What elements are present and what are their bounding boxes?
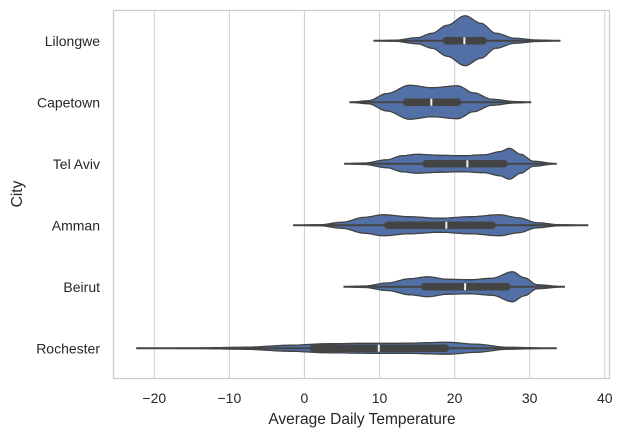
x-tick-label: 20 [447,390,463,406]
y-axis-label: City [9,180,26,207]
median-marker [464,283,467,291]
grid [153,10,606,379]
violin-tel-aviv [344,147,557,180]
plot-background [113,10,610,379]
y-tick-label: Tel Aviv [53,156,100,172]
violin-amman [293,214,589,237]
x-tick-label: 0 [301,390,309,406]
y-tick-label: Beirut [63,279,100,295]
x-tick-label: −10 [217,390,241,406]
median-marker [445,221,448,229]
median-marker [430,98,433,106]
x-tick-label: −20 [142,390,166,406]
y-tick-labels: Lilongwe Capetown Tel Aviv Amman Beirut Roche… [36,33,100,357]
x-tick-label: 40 [597,390,613,406]
y-tick-label: Lilongwe [45,33,100,49]
x-tick-labels: −20 −10 0 10 20 30 40 [142,390,612,406]
y-tick-label: Capetown [37,94,100,110]
violin-beirut [343,271,566,303]
x-axis-label: Average Daily Temperature [268,411,455,428]
median-marker [377,344,380,352]
median-marker [463,37,466,45]
violin-rochester [136,341,557,355]
violin-capetown [349,84,532,120]
x-tick-label: 30 [522,390,538,406]
plot-frame [112,9,611,380]
violins [136,15,589,355]
y-tick-label: Amman [52,217,100,233]
median-marker [466,160,469,168]
y-tick-label: Rochester [36,340,100,356]
violin-lilongwe [373,15,561,67]
x-tick-label: 10 [372,390,388,406]
